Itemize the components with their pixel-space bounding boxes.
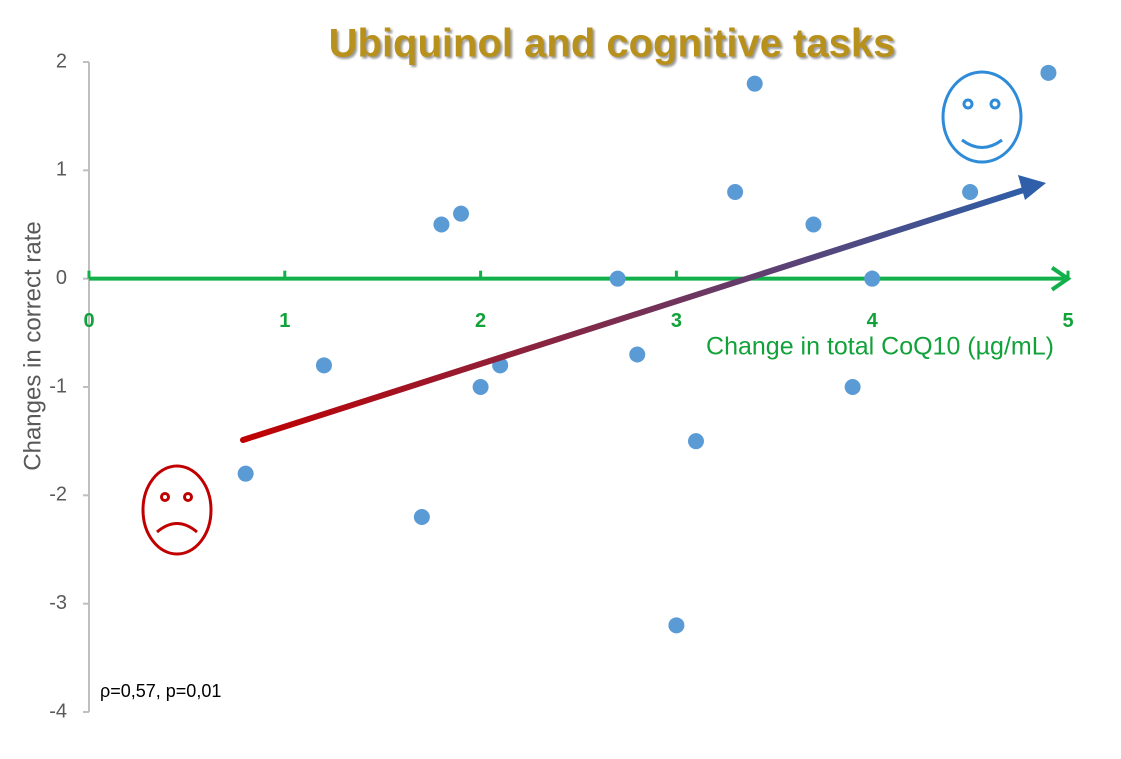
x-tick-label: 0 — [83, 310, 94, 332]
trend-arrow — [240, 185, 1033, 443]
annotation: ρ=0,57, p=0,01 — [100, 681, 221, 701]
point — [962, 184, 979, 200]
point — [1040, 64, 1057, 81]
x-axis-label: Change in total CoQ10 (µg/mL) — [706, 333, 1054, 361]
point — [746, 75, 763, 92]
trend-arrowhead — [1018, 175, 1046, 200]
point — [668, 617, 685, 634]
chart-title: Ubiquinol and cognitive tasks — [329, 22, 896, 66]
sad-face — [141, 464, 213, 556]
x-tick-label: 4 — [867, 310, 879, 332]
x-tick-label: 3 — [671, 310, 682, 332]
y-tick-label: 0 — [56, 267, 67, 289]
point — [805, 216, 822, 233]
point — [844, 379, 861, 395]
y-tick-label: -4 — [49, 700, 67, 722]
happy-face — [941, 70, 1023, 164]
y-tick-label: -1 — [49, 375, 67, 397]
point — [472, 379, 489, 395]
y-tick-label: -3 — [49, 592, 67, 614]
point — [727, 184, 744, 200]
y-tick-label: 1 — [56, 159, 67, 181]
x-tick-label: 1 — [279, 310, 290, 332]
y-tick-label: -2 — [49, 484, 67, 506]
point — [315, 357, 332, 374]
point — [629, 346, 646, 363]
point — [453, 205, 470, 222]
point — [433, 216, 450, 233]
x-tick-label: 2 — [475, 310, 486, 332]
point — [609, 270, 626, 287]
y-tick-label: 2 — [56, 50, 67, 72]
point — [687, 433, 704, 450]
point — [864, 270, 881, 287]
point — [413, 509, 430, 525]
x-axis-arrow — [1050, 266, 1072, 292]
x-tick-label: 5 — [1062, 310, 1073, 332]
y-axis-label: Changes in correct rate — [19, 221, 46, 470]
point — [237, 465, 254, 482]
